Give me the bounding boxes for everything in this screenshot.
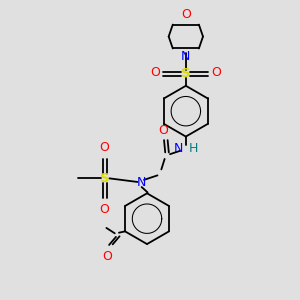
Text: S: S — [100, 172, 110, 185]
Text: O: O — [181, 8, 191, 21]
Text: O: O — [99, 141, 109, 154]
Text: O: O — [151, 67, 160, 80]
Text: O: O — [158, 124, 168, 137]
Text: H: H — [189, 142, 198, 155]
Text: O: O — [211, 67, 221, 80]
Text: N: N — [136, 176, 146, 189]
Text: S: S — [181, 68, 190, 80]
Text: N: N — [181, 50, 190, 63]
Text: O: O — [99, 203, 109, 216]
Text: O: O — [102, 250, 112, 263]
Text: N: N — [173, 142, 183, 155]
